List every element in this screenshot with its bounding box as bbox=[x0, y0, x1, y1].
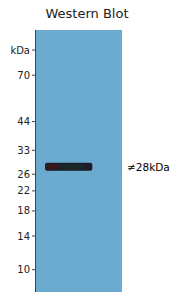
y-tick bbox=[32, 150, 36, 151]
y-tick-label: kDa bbox=[10, 45, 30, 56]
y-axis bbox=[35, 30, 36, 292]
y-tick bbox=[32, 50, 36, 51]
y-tick-label: 18 bbox=[17, 205, 30, 216]
plot-area bbox=[36, 30, 122, 292]
y-tick-label: 10 bbox=[17, 264, 30, 275]
y-tick-label: 70 bbox=[17, 70, 30, 81]
y-tick-label: 22 bbox=[17, 185, 30, 196]
title: Western Blot bbox=[45, 6, 128, 21]
y-tick bbox=[32, 121, 36, 122]
chart: Western Blot kDa 70 44 33 26 22 18 14 10 ≠28kDa bbox=[0, 0, 181, 300]
y-tick bbox=[32, 269, 36, 270]
y-tick-label: 33 bbox=[17, 145, 30, 156]
band-tinge bbox=[46, 164, 59, 169]
y-tick-label: 26 bbox=[17, 169, 30, 180]
y-tick bbox=[32, 174, 36, 175]
band bbox=[45, 163, 92, 171]
marks bbox=[45, 163, 92, 171]
y-tick bbox=[32, 210, 36, 211]
y-tick-label: 44 bbox=[17, 116, 30, 127]
band-tinge bbox=[60, 164, 85, 169]
annotation: ≠28kDa bbox=[127, 161, 170, 173]
y-tick bbox=[32, 236, 36, 237]
y-tick bbox=[32, 190, 36, 191]
y-tick-label: 14 bbox=[17, 231, 30, 242]
y-tick bbox=[32, 75, 36, 76]
